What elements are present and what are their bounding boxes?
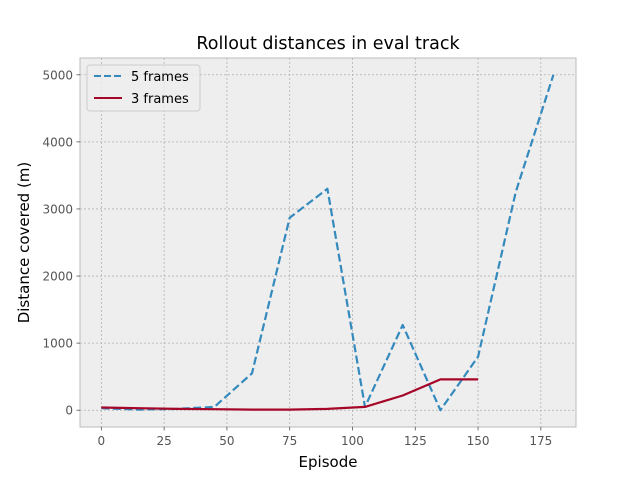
x-tick-label: 25 (156, 434, 171, 448)
grid-lines (80, 58, 576, 427)
x-tick-label: 0 (98, 434, 106, 448)
plot-area (79, 57, 577, 428)
legend-label-3-frames: 3 frames (131, 92, 189, 107)
chart-title: Rollout distances in eval track (196, 34, 460, 54)
legend-label-5-frames: 5 frames (131, 70, 189, 85)
y-tick-label: 4000 (42, 135, 73, 149)
series-layer (101, 74, 555, 412)
y-axis-label: Distance covered (m) (15, 162, 33, 324)
x-axis-ticks: 0 25 50 75 100 125 150 175 (98, 427, 552, 448)
y-tick-label: 3000 (42, 202, 73, 216)
x-tick-label: 175 (529, 434, 552, 448)
x-axis-label: Episode (299, 453, 358, 471)
y-tick-label: 5000 (42, 68, 73, 82)
series-line-3-frames (101, 378, 479, 411)
x-tick-label: 150 (467, 434, 490, 448)
x-tick-label: 100 (341, 434, 364, 448)
y-tick-label: 1000 (42, 337, 73, 351)
x-tick-label: 75 (282, 434, 297, 448)
x-tick-label: 50 (219, 434, 234, 448)
y-tick-label: 2000 (42, 270, 73, 284)
legend: 5 frames 3 frames (86, 64, 201, 112)
y-tick-label: 0 (65, 404, 73, 418)
x-tick-label: 125 (404, 434, 427, 448)
y-axis-ticks: 0 1000 2000 3000 4000 5000 (42, 68, 80, 418)
